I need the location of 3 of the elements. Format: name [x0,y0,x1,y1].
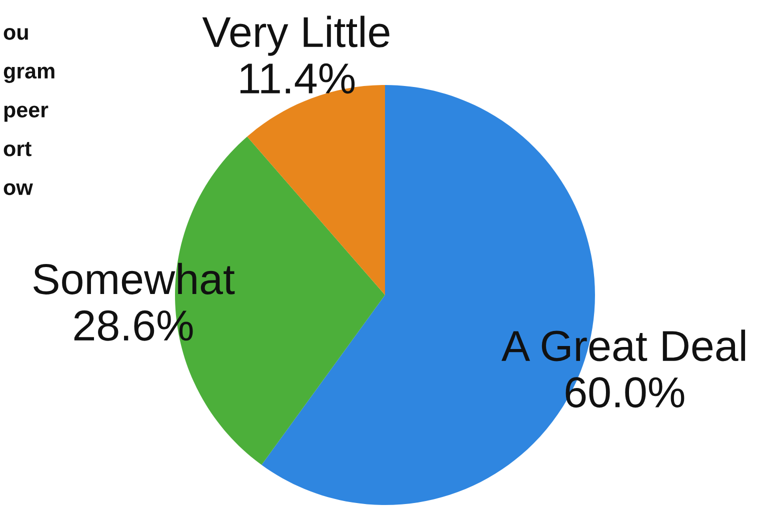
chart-title: ou gram peer ort ow [4,28,54,196]
data-label: 11.4% [240,63,355,94]
slice-label: Very Little [202,16,390,56]
